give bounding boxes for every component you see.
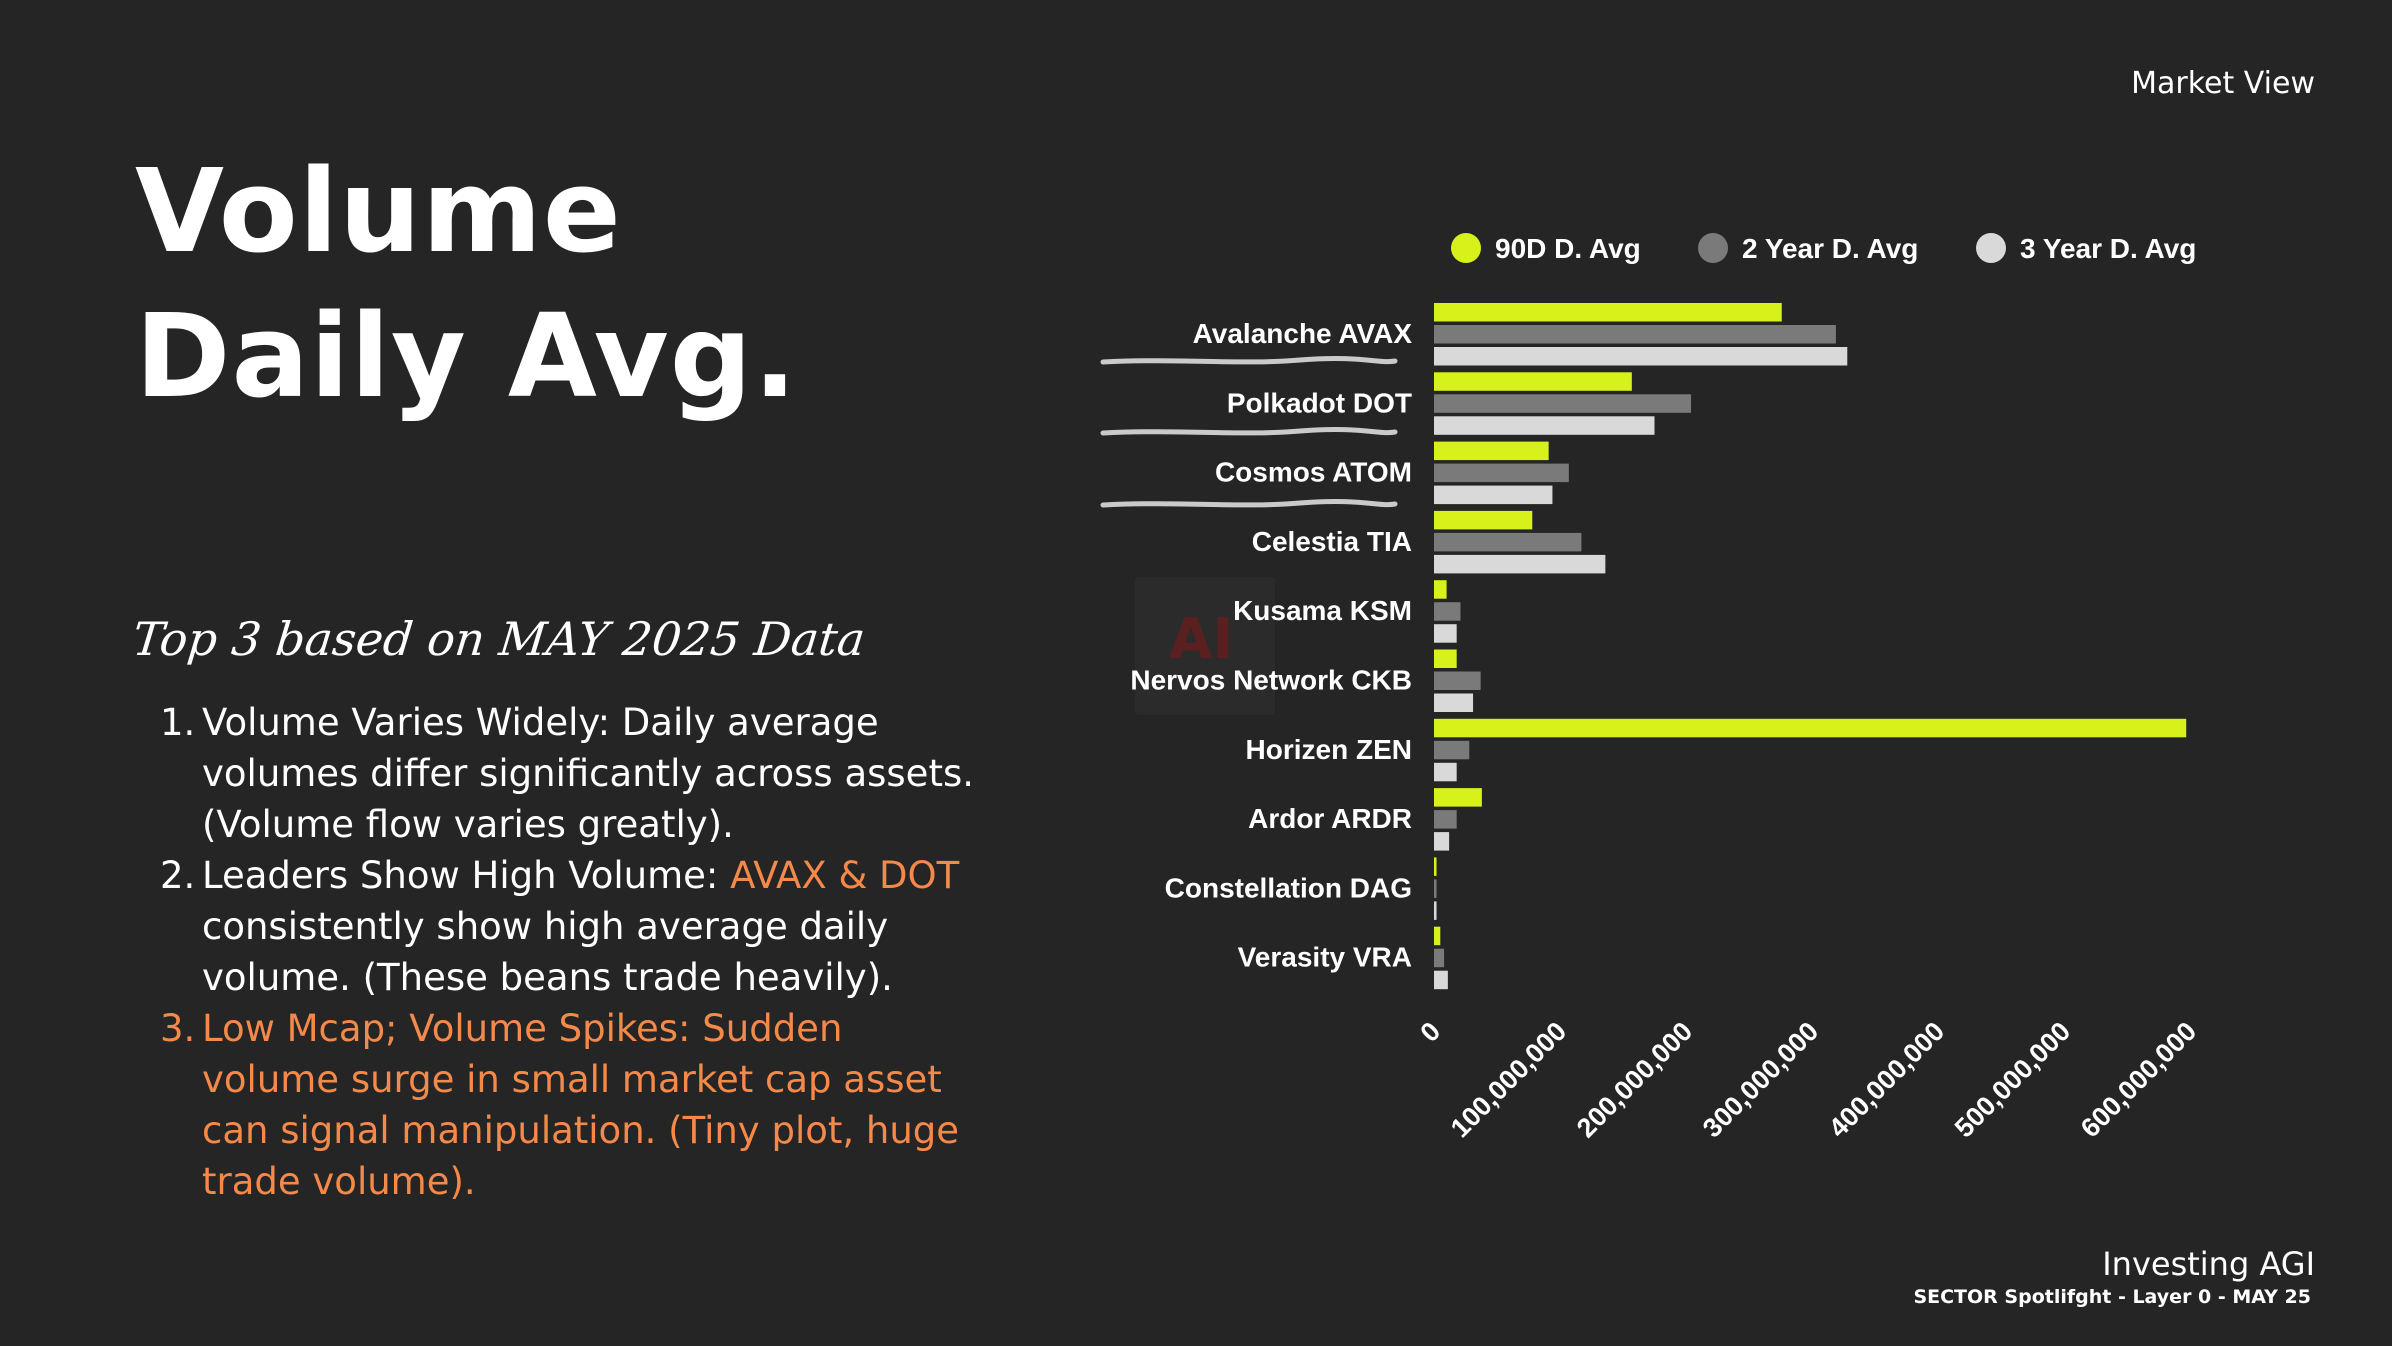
title-line-2: Daily Avg. — [135, 290, 798, 424]
bar — [1434, 532, 1582, 552]
list-number: 1. — [160, 701, 196, 744]
watermark-text: AI — [1169, 607, 1234, 672]
footer: Investing AGI SECTOR Spotlifght - Layer … — [1913, 1244, 2315, 1310]
category-label: Avalanche AVAX — [1193, 318, 1413, 349]
legend-swatch — [1451, 233, 1481, 263]
legend-label: 2 Year D. Avg — [1742, 233, 1918, 264]
bar — [1434, 325, 1836, 344]
bar — [1434, 671, 1481, 690]
list-text-after: consistently show high average daily vol… — [202, 905, 893, 999]
bar — [1434, 810, 1457, 829]
bar — [1434, 303, 1782, 322]
page-title: Volume Daily Avg. — [135, 140, 798, 430]
bar — [1434, 347, 1848, 366]
category-label: Cosmos ATOM — [1215, 457, 1412, 488]
watermark-logo: AI — [1135, 577, 1275, 715]
bar — [1434, 832, 1450, 851]
x-tick-label: 300,000,000 — [1697, 1016, 1824, 1143]
list-number: 2. — [160, 854, 196, 897]
bar — [1434, 580, 1447, 599]
bar — [1434, 624, 1457, 643]
bar — [1434, 463, 1569, 483]
scribble-mark — [1100, 498, 1398, 508]
bar — [1434, 416, 1655, 435]
bar — [1434, 510, 1533, 530]
bar — [1434, 554, 1606, 574]
legend-swatch — [1976, 233, 2006, 263]
category-label: Celestia TIA — [1252, 526, 1412, 557]
x-tick-label: 600,000,000 — [2075, 1016, 2202, 1143]
category-label: Polkadot DOT — [1227, 387, 1412, 418]
category-label: Nervos Network CKB — [1130, 665, 1412, 696]
bar — [1434, 441, 1549, 461]
legend-label: 3 Year D. Avg — [2020, 233, 2196, 264]
bar — [1434, 718, 2187, 738]
legend-swatch — [1698, 233, 1728, 263]
bar — [1434, 879, 1437, 898]
bar — [1434, 693, 1474, 712]
bar — [1434, 485, 1553, 505]
category-label: Verasity VRA — [1238, 942, 1412, 973]
bar — [1434, 602, 1461, 621]
scribble-mark — [1100, 355, 1398, 365]
x-tick-label: 200,000,000 — [1571, 1016, 1698, 1143]
bar — [1434, 948, 1445, 968]
x-tick-label: 500,000,000 — [1949, 1016, 2076, 1143]
x-tick-label: 100,000,000 — [1445, 1016, 1572, 1143]
footer-brand: Investing AGI — [2102, 1245, 2315, 1283]
category-label: Kusama KSM — [1233, 595, 1412, 626]
x-tick-label: 0 — [1414, 1016, 1446, 1048]
bar — [1434, 901, 1437, 920]
insight-list: 1. Volume Varies Widely: Daily average v… — [160, 697, 980, 1207]
bar — [1434, 970, 1448, 990]
list-text: Volume Varies Widely: Daily average volu… — [202, 701, 974, 846]
bar — [1434, 649, 1457, 668]
bar — [1434, 926, 1441, 946]
category-label: Ardor ARDR — [1248, 803, 1412, 834]
list-text: Leaders Show High Volume: — [202, 854, 731, 897]
market-view-label: Market View — [2131, 66, 2315, 101]
scribble-mark — [1100, 426, 1398, 436]
bar — [1434, 762, 1457, 782]
bar — [1434, 857, 1437, 876]
x-tick-label: 400,000,000 — [1823, 1016, 1950, 1143]
category-label: Constellation DAG — [1165, 872, 1412, 903]
legend-label: 90D D. Avg — [1495, 233, 1641, 264]
list-item: 2. Leaders Show High Volume: AVAX & DOT … — [160, 850, 980, 1003]
bar — [1434, 740, 1470, 760]
list-highlight: AVAX & DOT — [730, 854, 960, 897]
category-label: Horizen ZEN — [1246, 734, 1412, 765]
bar — [1434, 394, 1692, 413]
list-number: 3. — [160, 1007, 196, 1050]
bar — [1434, 372, 1632, 391]
list-item: 1. Volume Varies Widely: Daily average v… — [160, 697, 980, 850]
bar — [1434, 788, 1482, 807]
list-text: Low Mcap; Volume Spikes: Sudden volume s… — [202, 1007, 960, 1203]
list-item: 3. Low Mcap; Volume Spikes: Sudden volum… — [160, 1003, 980, 1207]
footer-subtitle: SECTOR Spotlifght - Layer 0 - MAY 25 — [1913, 1286, 2311, 1308]
title-line-1: Volume — [135, 145, 622, 279]
